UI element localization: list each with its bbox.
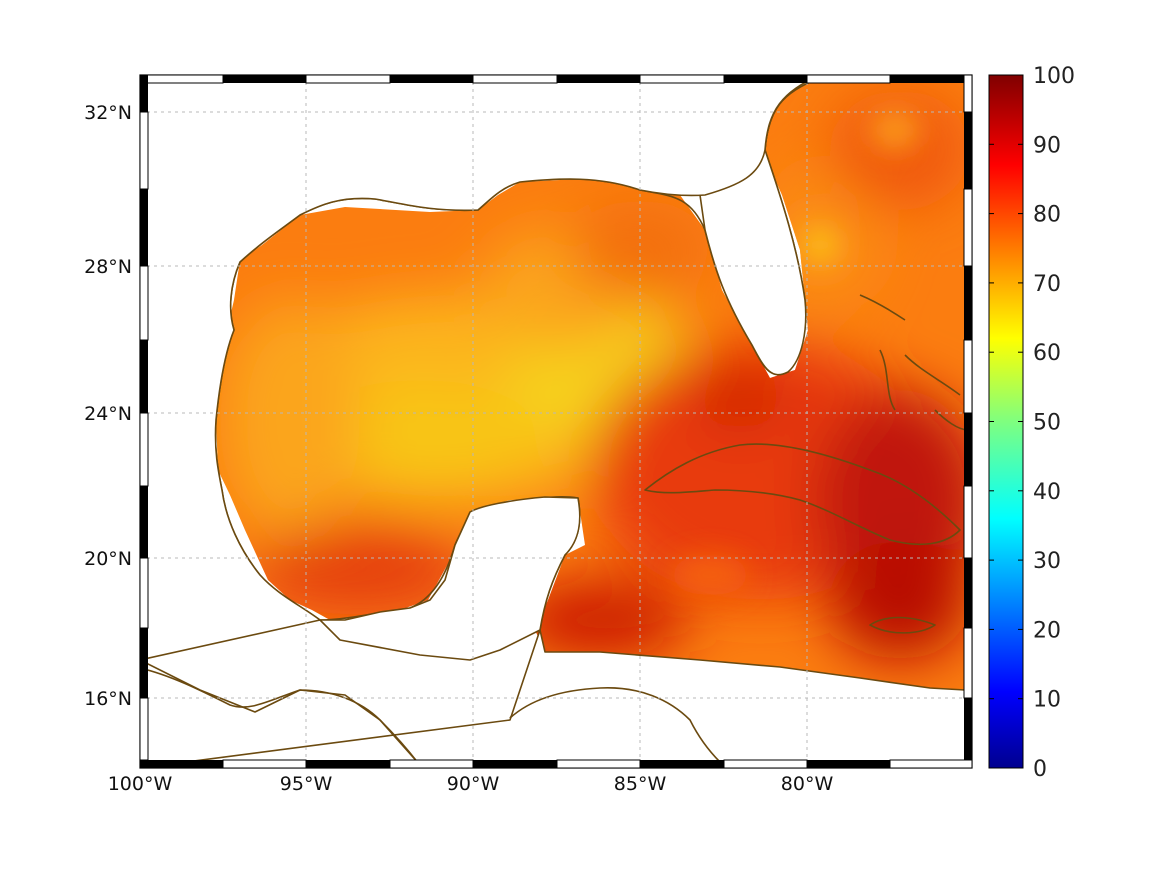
- lon-label-100w: 100°W: [108, 773, 173, 795]
- lon-label-80w: 80°W: [781, 773, 834, 795]
- colorbar-gradient: [988, 74, 1024, 769]
- lat-label-16n: 16°N: [84, 688, 132, 710]
- latitude-labels: 32°N 28°N 24°N 20°N 16°N: [84, 102, 132, 710]
- lon-label-90w: 90°W: [447, 773, 500, 795]
- lat-label-20n: 20°N: [84, 548, 132, 570]
- lat-label-24n: 24°N: [84, 403, 132, 425]
- colorbar-label: 30: [1033, 549, 1061, 574]
- lat-label-32n: 32°N: [84, 102, 132, 124]
- longitude-labels: 100°W 95°W 90°W 85°W 80°W: [108, 773, 834, 795]
- map-frame: [139, 74, 973, 769]
- colorbar-label: 0: [1033, 757, 1047, 782]
- colorbar-label: 10: [1033, 688, 1061, 713]
- lat-label-28n: 28°N: [84, 256, 132, 278]
- lon-label-85w: 85°W: [614, 773, 667, 795]
- colorbar-label: 60: [1033, 341, 1061, 366]
- colorbar-label: 80: [1033, 203, 1061, 228]
- colorbar-label: 20: [1033, 618, 1061, 643]
- colorbar-label: 90: [1033, 133, 1061, 158]
- colorbar-ticks: [989, 74, 1023, 769]
- colorbar-label: 50: [1033, 411, 1061, 436]
- coastlines: [140, 75, 972, 768]
- colorbar-label: 40: [1033, 480, 1061, 505]
- colorbar-label: 70: [1033, 272, 1061, 297]
- lon-label-95w: 95°W: [280, 773, 333, 795]
- colorbar-label: 100: [1033, 64, 1075, 89]
- graticule: [140, 75, 972, 768]
